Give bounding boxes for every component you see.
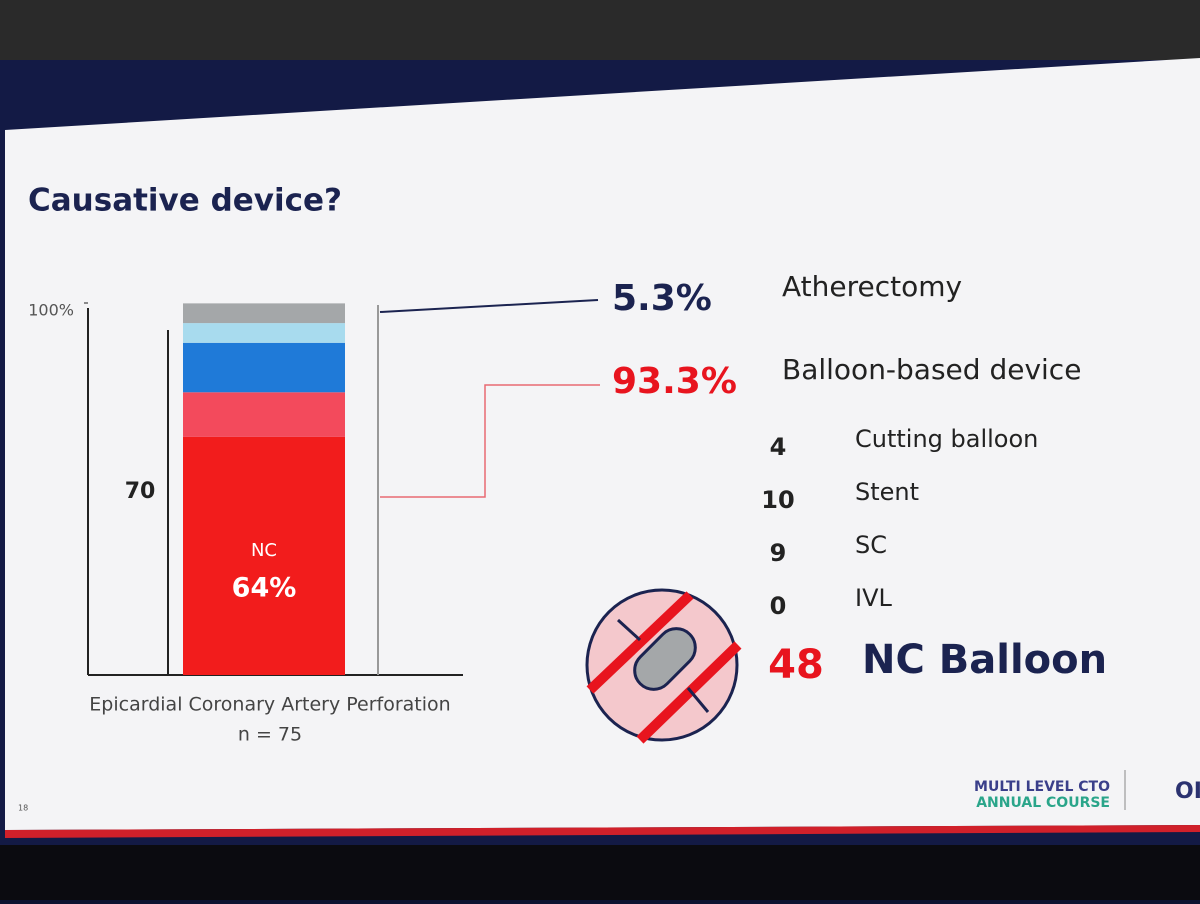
icon-stripe bbox=[586, 591, 694, 694]
ceiling bbox=[0, 0, 1200, 60]
summary-label: Balloon-based device bbox=[782, 353, 1081, 386]
icon-stripe bbox=[636, 641, 742, 744]
icon-arrow bbox=[686, 687, 710, 713]
slide-number: 18 bbox=[18, 804, 28, 813]
breakdown-count: 9 bbox=[770, 539, 787, 567]
breakdown-label: Cutting balloon bbox=[855, 425, 1038, 453]
bar-segment bbox=[183, 342, 345, 393]
summary-value: 5.3% bbox=[612, 278, 712, 319]
bar-segment bbox=[183, 323, 345, 343]
breakdown-count: 0 bbox=[770, 592, 787, 620]
icon-arrow bbox=[616, 618, 642, 642]
logo-text: MULTI LEVEL CTO bbox=[974, 779, 1110, 795]
connector bbox=[379, 299, 599, 313]
breakdown-count: 10 bbox=[761, 486, 794, 514]
data-label: 64% bbox=[232, 572, 297, 603]
summary-label: Atherectomy bbox=[782, 270, 962, 303]
bar-segment bbox=[183, 303, 345, 324]
balloon-icon bbox=[585, 588, 742, 744]
bar-segment bbox=[183, 436, 345, 675]
connector bbox=[380, 384, 600, 498]
highlight-label: NC Balloon bbox=[862, 637, 1107, 683]
icon-balloon bbox=[633, 627, 697, 691]
x-label: Epicardial Coronary Artery Perforation bbox=[89, 694, 450, 716]
bar-segment bbox=[183, 392, 345, 437]
n-label: n = 75 bbox=[238, 724, 302, 746]
audience bbox=[0, 845, 1200, 900]
slide-edge bbox=[5, 825, 1200, 838]
breakdown-label: SC bbox=[855, 531, 887, 559]
breakdown-count: 4 bbox=[770, 433, 787, 461]
y-tick-label: 100% bbox=[28, 301, 74, 320]
breakdown-label: Stent bbox=[855, 478, 919, 506]
logo-text: ANNUAL COURSE bbox=[976, 795, 1110, 811]
segment-name: NC bbox=[251, 540, 277, 561]
breakdown-label: IVL bbox=[855, 584, 892, 612]
logo-text: OI bbox=[1175, 779, 1200, 804]
highlight-count: 48 bbox=[768, 642, 824, 688]
summary-value: 93.3% bbox=[612, 361, 737, 402]
annotation: 70 bbox=[125, 479, 156, 504]
title: Causative device? bbox=[28, 183, 342, 219]
